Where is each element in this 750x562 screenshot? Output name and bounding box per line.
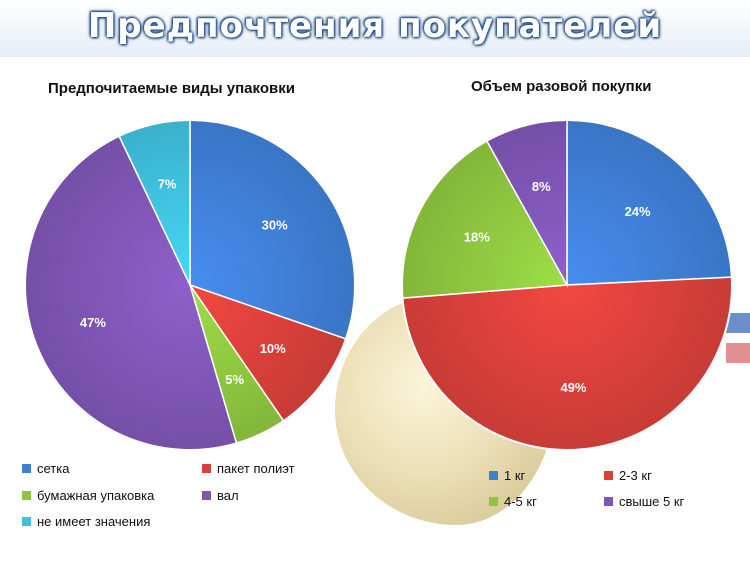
legend-item-2-3kg: 2-3 кг (604, 468, 652, 483)
slice-2-3kg-label: 49% (560, 380, 586, 395)
legend-label: свыше 5 кг (619, 494, 685, 509)
slice-1kg (566, 119, 733, 286)
slice-setka-label: 30% (262, 218, 288, 233)
pie-chart-purchase-volume: 24% 49% 18% 8% (401, 119, 733, 451)
pie-rim (24, 119, 356, 451)
legend-label: пакет полиэт (217, 461, 295, 476)
chart-title-purchase-volume: Объем разовой покупки (471, 78, 652, 95)
legend-item-bumazhnaya: бумажная упаковка (22, 488, 154, 503)
decor-stripe-blue (726, 313, 750, 333)
legend-label: не имеет значения (37, 514, 151, 529)
slice-1kg-label: 24% (625, 204, 651, 219)
slice-paket-label: 10% (260, 341, 286, 356)
slice-val-label: 47% (80, 315, 106, 330)
legend-swatch (489, 497, 498, 506)
slice-4-5kg-label: 18% (464, 230, 490, 245)
legend-label: 1 кг (504, 468, 526, 483)
legend-item-1kg: 1 кг (489, 468, 525, 483)
legend-swatch (22, 491, 31, 500)
legend-swatch (604, 471, 613, 480)
pie-chart-packaging: 30% 10% 5% 47% 7% (24, 119, 356, 451)
legend-item-setka: сетка (22, 461, 69, 476)
legend-item-val: вал (202, 488, 239, 503)
legend-item-4-5kg: 4-5 кг (489, 494, 537, 509)
page-title: Предпочтения покупателей (87, 6, 663, 46)
slice-ne-imeet-label: 7% (158, 177, 177, 192)
pie-rim (401, 119, 733, 451)
legend-label: бумажная упаковка (37, 488, 155, 503)
legend-label: вал (217, 488, 239, 503)
legend-item-svyshe-5kg: свыше 5 кг (604, 494, 684, 509)
slice-svyshe-5kg-label: 8% (532, 179, 551, 194)
legend-item-paket: пакет полиэт (202, 461, 295, 476)
slice-bumazhnaya-label: 5% (225, 372, 244, 387)
chart-title-packaging: Предпочитаемые виды упаковки (48, 80, 295, 97)
legend-label: 4-5 кг (504, 494, 537, 509)
legend-swatch (202, 491, 211, 500)
title-bar (0, 0, 750, 57)
legend-swatch (489, 471, 498, 480)
legend-label: 2-3 кг (619, 468, 652, 483)
legend-item-ne-imeet: не имеет значения (22, 514, 150, 529)
legend-swatch (202, 464, 211, 473)
legend-swatch (22, 464, 31, 473)
legend-swatch (22, 517, 31, 526)
legend-swatch (604, 497, 613, 506)
slice-2-3kg (401, 276, 733, 451)
decor-stripe-red (726, 343, 750, 363)
legend-label: сетка (37, 461, 70, 476)
